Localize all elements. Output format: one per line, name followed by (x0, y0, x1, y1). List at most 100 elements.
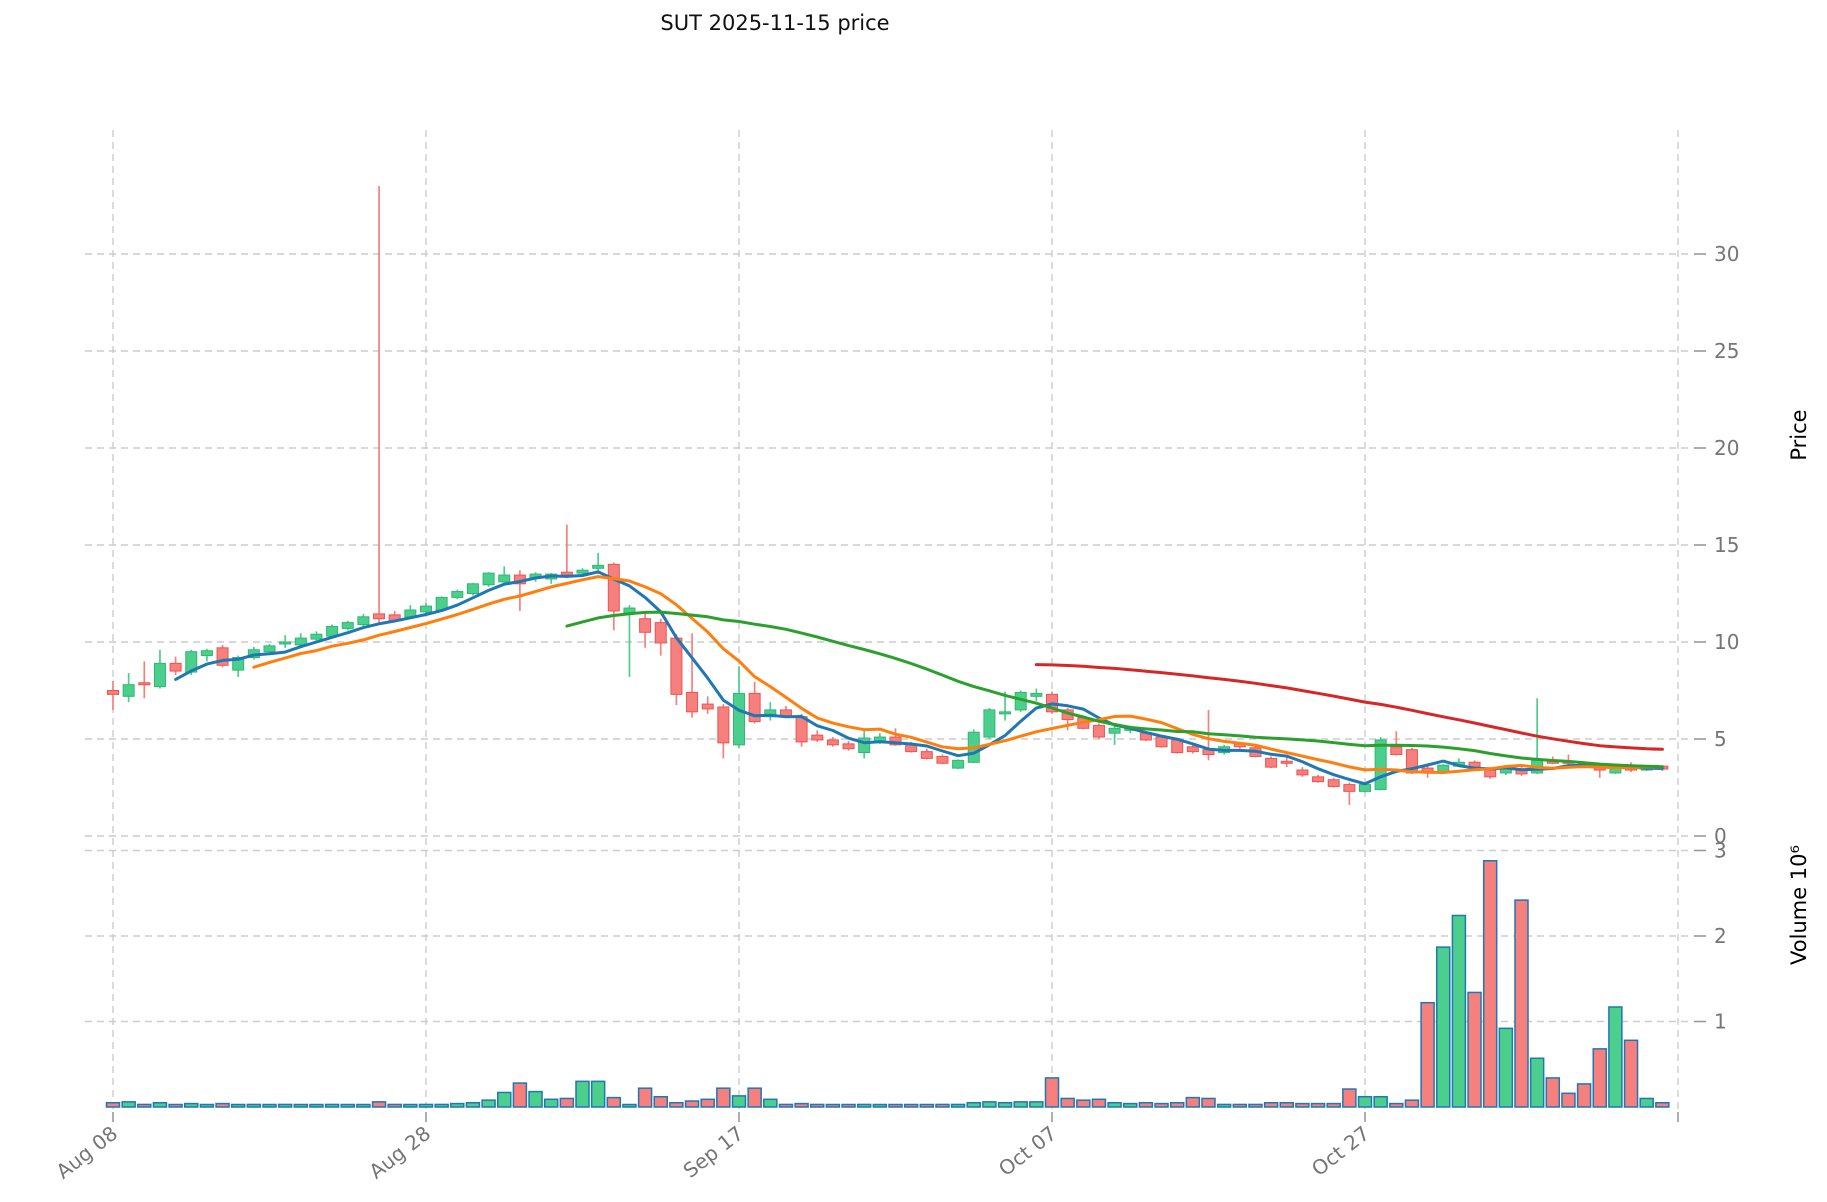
volume-bar (1029, 1101, 1044, 1108)
candle-body (920, 751, 933, 759)
volume-bar (1639, 1097, 1654, 1108)
volume-bar (434, 1103, 449, 1108)
candle (263, 643, 276, 654)
candle (1312, 774, 1325, 783)
volume-bar (121, 1101, 136, 1108)
candle (1265, 756, 1278, 769)
volume-bar (747, 1087, 762, 1108)
volume-bar (1138, 1101, 1154, 1108)
candle (1108, 725, 1121, 745)
volume-bar (1342, 1088, 1357, 1108)
volume-bar (1263, 1101, 1279, 1108)
volume-bar (1091, 1098, 1107, 1108)
candle (216, 644, 229, 668)
volume-bar (293, 1103, 309, 1108)
candle (482, 572, 495, 587)
candle (153, 649, 166, 689)
volume-bar (1201, 1097, 1216, 1108)
volume-bar (1357, 1095, 1373, 1108)
volume-bar (622, 1103, 637, 1108)
candle (513, 570, 526, 611)
candle-body (701, 703, 714, 710)
candle (639, 612, 652, 648)
volume-bar (418, 1103, 434, 1108)
volume-bar (1123, 1102, 1138, 1108)
candle (341, 620, 354, 631)
candle-body (1186, 746, 1199, 753)
price-tick-label: 10 (1714, 630, 1739, 654)
candle-body (983, 709, 996, 738)
candle-body (232, 657, 245, 671)
volume-bar (230, 1103, 246, 1108)
candle-body (842, 743, 855, 750)
candle (717, 704, 730, 759)
volume-bar (716, 1087, 731, 1108)
volume-bar (1076, 1099, 1091, 1108)
volume-bar (684, 1100, 700, 1108)
candle (920, 748, 933, 760)
volume-bar (1326, 1102, 1341, 1108)
candle-body (482, 572, 495, 586)
candle-body (1265, 757, 1278, 768)
volume-bar (152, 1101, 168, 1108)
candle-body (952, 759, 965, 769)
volume-bar (1514, 899, 1529, 1108)
candle (654, 618, 667, 656)
gridlines (85, 130, 1692, 1112)
candle-body (607, 563, 620, 612)
candle-body (263, 645, 276, 653)
volume-bar (653, 1095, 668, 1108)
candle (1296, 767, 1309, 777)
price-tick-label: 20 (1714, 436, 1739, 460)
volume-bar (105, 1101, 121, 1108)
candle-body (310, 633, 323, 640)
candle-body (560, 571, 573, 576)
volume-bar (168, 1103, 183, 1108)
candlesticks (107, 186, 1669, 805)
volume-bar (997, 1101, 1013, 1108)
candle (983, 707, 996, 739)
volume-bar (1185, 1096, 1201, 1108)
candle-body (733, 692, 745, 746)
candle-body (748, 692, 761, 723)
price-tick-label: 0 (1714, 824, 1727, 848)
volume-bar (1060, 1097, 1075, 1108)
volume-bar (1592, 1048, 1607, 1108)
volume-bar (1389, 1102, 1404, 1108)
volume-bar (1232, 1103, 1248, 1108)
candle (952, 759, 965, 770)
candle-body (670, 637, 683, 695)
chart-title: SUT 2025-11-15 price (660, 11, 889, 35)
volume-bar (340, 1103, 355, 1108)
volume-bar (1623, 1039, 1639, 1108)
candle (1280, 757, 1293, 768)
volume-bar (606, 1096, 622, 1108)
volume-bar (1310, 1102, 1326, 1108)
volume-bar (935, 1103, 950, 1108)
candle (1092, 723, 1105, 739)
volume-bar (1561, 1092, 1576, 1108)
volume-bar (872, 1103, 888, 1108)
candle-body (357, 616, 370, 626)
candle-body (1030, 692, 1043, 697)
volume-bar (1169, 1101, 1185, 1108)
volume-bar (1498, 1027, 1514, 1108)
moving-average-lines (174, 570, 1664, 786)
candle (357, 613, 370, 627)
candle-body (294, 637, 307, 646)
volume-bar (637, 1087, 653, 1108)
volume-bar (1248, 1103, 1263, 1108)
candle (451, 589, 464, 600)
candle-body (639, 618, 652, 633)
volume-bar (1482, 860, 1498, 1108)
candle (701, 696, 714, 714)
volume-bar (841, 1103, 856, 1108)
volume-bar (184, 1102, 199, 1108)
candle-body (279, 641, 292, 645)
candle-body (169, 662, 182, 672)
volume-bar (1279, 1101, 1294, 1108)
candle (420, 603, 432, 614)
volume-bar (262, 1103, 277, 1108)
volume-bar (137, 1103, 152, 1108)
